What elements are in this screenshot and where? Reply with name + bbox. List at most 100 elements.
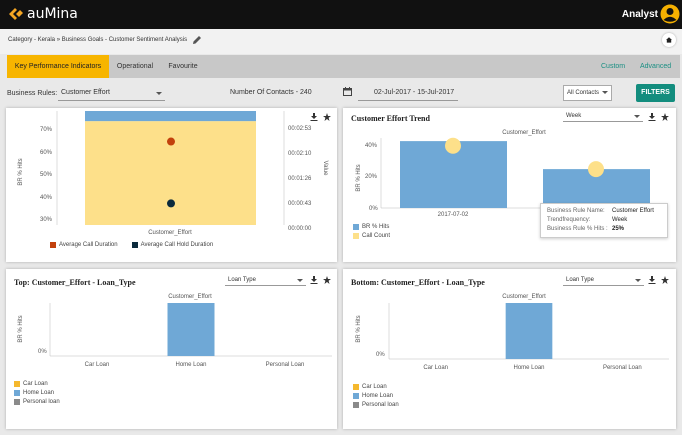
- legend-item[interactable]: Call Count: [353, 233, 390, 239]
- legend-swatch: [353, 384, 359, 390]
- bubble-call-count[interactable]: [588, 161, 604, 178]
- bar-loan-type[interactable]: [505, 303, 553, 359]
- custom-link[interactable]: Custom: [601, 63, 626, 70]
- advanced-link[interactable]: Advanced: [640, 63, 672, 70]
- y-tick-label: 40%: [40, 195, 53, 201]
- x-tick-label: 2017-07-02: [438, 212, 469, 218]
- star-icon[interactable]: [323, 113, 331, 121]
- y-right-tick-label: 00:00:00: [288, 226, 312, 232]
- chart-top-loan-type: Customer_Effort BR % Hits 0% Car Loan Hom…: [18, 294, 332, 368]
- y-right-tick-label: 00:01:26: [288, 176, 312, 182]
- chevron-down-icon: [635, 279, 641, 282]
- legend-swatch: [353, 233, 359, 239]
- user-name[interactable]: Analyst: [621, 9, 658, 20]
- y-tick-label: 70%: [40, 127, 53, 133]
- legend-label: BR % Hits: [362, 224, 390, 230]
- loan-type-select[interactable]: Loan Type: [225, 274, 306, 286]
- filter-row: Business Rules: Customer Effort Number O…: [0, 82, 682, 104]
- user-avatar-icon[interactable]: [660, 4, 680, 24]
- y-tick-label: 0%: [369, 206, 378, 212]
- panel-customer-effort-trend: Customer Effort Trend Week Customer_Effo…: [343, 108, 676, 262]
- legend-label: Car Loan: [23, 381, 48, 387]
- star-icon[interactable]: [661, 113, 669, 121]
- legend-swatch: [50, 242, 56, 248]
- legend-item[interactable]: Home Loan: [14, 390, 60, 396]
- panel-call-duration: BR % Hits Value 70% 60% 50% 40% 30% 00:0…: [6, 108, 337, 262]
- calendar-icon[interactable]: [343, 87, 352, 96]
- y-tick-label: 60%: [40, 150, 53, 156]
- loan-type-select[interactable]: Loan Type: [563, 274, 644, 286]
- legend-item[interactable]: Average Call Duration: [50, 242, 118, 248]
- chevron-down-icon: [156, 92, 162, 95]
- legend-item[interactable]: Personal loan: [14, 399, 60, 405]
- x-tick-label: Car Loan: [423, 365, 448, 371]
- loan-type-value: Loan Type: [228, 277, 256, 283]
- tooltip-key: Business Rule % Hits :: [547, 226, 608, 232]
- y-right-tick-label: 00:02:10: [288, 151, 312, 157]
- download-icon[interactable]: [310, 113, 318, 121]
- tooltip-value: Customer Effort: [612, 208, 654, 214]
- contacts-select[interactable]: All Contacts: [563, 85, 612, 101]
- y-tick-label: 0%: [376, 352, 385, 358]
- x-tick-label: Personal Loan: [266, 362, 305, 368]
- chart-customer-effort-trend: Customer_Effort BR % Hits 40% 20% 0% 201…: [356, 130, 668, 218]
- star-icon[interactable]: [661, 276, 669, 284]
- edit-pencil-icon[interactable]: [192, 35, 202, 45]
- download-icon[interactable]: [648, 276, 656, 284]
- point-average-call-duration[interactable]: [167, 137, 175, 146]
- x-tick-label: Personal Loan: [603, 365, 642, 371]
- x-tick-label: Home Loan: [513, 365, 544, 371]
- legend-item[interactable]: Average Call Hold Duration: [131, 242, 213, 248]
- contacts-count: Number Of Contacts - 240: [230, 89, 312, 96]
- app-logo[interactable]: auMina: [8, 6, 78, 22]
- business-rules-label: Business Rules:: [7, 90, 58, 97]
- trend-frequency-select[interactable]: Week: [563, 110, 643, 122]
- tab-key-performance-indicators[interactable]: Key Performance Indicators: [7, 55, 109, 78]
- y-axis-label: BR % Hits: [18, 315, 24, 342]
- chart-call-duration: BR % Hits Value 70% 60% 50% 40% 30% 00:0…: [18, 111, 328, 236]
- legend-label: Car Loan: [362, 384, 387, 390]
- bar-call-count[interactable]: [85, 121, 256, 225]
- tab-operational[interactable]: Operational: [116, 63, 154, 70]
- legend-label: Call Count: [362, 233, 391, 239]
- tab-favourite[interactable]: Favourite: [168, 63, 198, 70]
- y-axis-label: BR % Hits: [18, 158, 24, 185]
- legend-item[interactable]: BR % Hits: [353, 224, 390, 230]
- star-icon[interactable]: [323, 276, 331, 284]
- bar-loan-type[interactable]: [167, 303, 215, 356]
- home-icon: [666, 37, 672, 43]
- filters-button[interactable]: FILTERS: [636, 84, 675, 102]
- bubble-call-count[interactable]: [445, 137, 461, 154]
- tooltip-value: Week: [612, 217, 628, 223]
- legend-item[interactable]: Car Loan: [14, 381, 60, 387]
- series-caption: Customer_Effort: [168, 294, 212, 300]
- loan-type-value: Loan Type: [566, 277, 594, 283]
- bar-br-hits[interactable]: [85, 111, 256, 122]
- x-tick-label: Customer_Effort: [148, 230, 192, 236]
- trend-frequency-value: Week: [566, 113, 582, 119]
- panel-title: Bottom: Customer_Effort - Loan_Type: [351, 278, 485, 287]
- y-tick-label: 40%: [365, 143, 378, 149]
- chart-tooltip: Business Rule Name: Customer Effort Tren…: [540, 203, 668, 238]
- download-icon[interactable]: [648, 113, 656, 121]
- legend-label: Home Loan: [23, 390, 55, 396]
- tooltip-key: Trendfrequency:: [547, 217, 591, 223]
- legend-item[interactable]: Home Loan: [353, 393, 399, 399]
- y-tick-label: 20%: [365, 174, 378, 180]
- date-range-input[interactable]: 02-Jul-2017 - 15-Jul-2017: [358, 85, 458, 101]
- top-bar: auMina Analyst: [0, 0, 682, 29]
- home-button[interactable]: [662, 33, 676, 47]
- chart-legend: BR % Hits Call Count: [353, 224, 390, 242]
- point-average-call-hold-duration[interactable]: [167, 199, 175, 208]
- legend-item[interactable]: Car Loan: [353, 384, 399, 390]
- logo-text: auMina: [27, 6, 78, 22]
- legend-item[interactable]: Personal loan: [353, 402, 399, 408]
- y-tick-label: 0%: [38, 349, 47, 355]
- legend-swatch: [353, 224, 359, 230]
- y-right-tick-label: 00:00:43: [288, 201, 312, 207]
- business-rule-select[interactable]: Customer Effort: [58, 85, 165, 101]
- series-caption: Customer_Effort: [502, 294, 546, 300]
- y-right-tick-label: 00:02:53: [288, 126, 312, 132]
- download-icon[interactable]: [310, 276, 318, 284]
- legend-label: Home Loan: [362, 393, 394, 399]
